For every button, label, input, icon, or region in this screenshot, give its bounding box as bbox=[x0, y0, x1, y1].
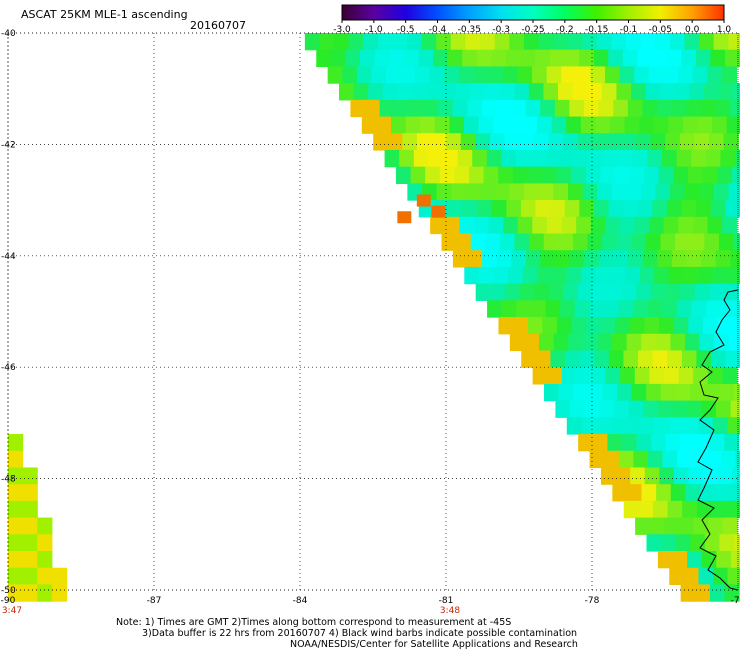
time-label: 3:47 bbox=[2, 606, 22, 615]
lat-tick-label: -46 bbox=[1, 363, 16, 373]
colorbar-label: -0.2 bbox=[556, 25, 574, 35]
colorbar-label: 1.0 bbox=[717, 25, 732, 35]
colorbar-label: 0.0 bbox=[685, 25, 700, 35]
map-date: 20160707 bbox=[190, 19, 246, 32]
swath-map: -90 -87 -84 -81 -78 -75 -40 -42 -44 -46 -48 -50 3:47… bbox=[1, 29, 740, 615]
lon-tick-label: -87 bbox=[147, 596, 162, 606]
colorbar-label: -1.0 bbox=[365, 25, 383, 35]
lat-tick-label: -48 bbox=[1, 475, 16, 485]
colorbar-label: -0.05 bbox=[649, 25, 672, 35]
colorbar-label: -0.4 bbox=[429, 25, 447, 35]
lon-tick-label: -78 bbox=[585, 596, 600, 606]
lon-tick-label: -90 bbox=[1, 596, 16, 606]
lon-tick-label: -81 bbox=[439, 596, 454, 606]
colorbar-label: -0.25 bbox=[521, 25, 544, 35]
map-frame bbox=[7, 32, 739, 591]
lat-tick-label: -42 bbox=[1, 140, 16, 150]
swath-data bbox=[304, 33, 740, 602]
west-swath-strip bbox=[8, 434, 67, 602]
note-line-1: Note: 1) Times are GMT 2)Times along bot… bbox=[116, 617, 512, 628]
colorbar-label: -0.1 bbox=[620, 25, 638, 35]
colorbar-label: -0.35 bbox=[458, 25, 481, 35]
lat-tick-label: -40 bbox=[1, 29, 16, 39]
colorbar-label: -0.15 bbox=[585, 25, 608, 35]
colorbar-label: -0.3 bbox=[492, 25, 510, 35]
time-label: 3:48 bbox=[440, 606, 460, 615]
lat-tick-label: -44 bbox=[1, 252, 16, 262]
coastline bbox=[697, 289, 739, 591]
lon-tick-label: -84 bbox=[293, 596, 308, 606]
lon-tick-label: -75 bbox=[731, 596, 740, 606]
colorbar: -3.0 -1.0 -0.5 -0.4 -0.35 -0.3 -0.25 -0.2 -0.15 -… bbox=[333, 4, 732, 35]
lat-tick-label: -50 bbox=[1, 586, 16, 596]
map-title: ASCAT 25KM MLE-1 ascending bbox=[21, 8, 188, 21]
colorbar-label: -3.0 bbox=[333, 25, 351, 35]
note-line-2: 3)Data buffer is 22 hrs from 20160707 4)… bbox=[142, 628, 578, 639]
credit-line: NOAA/NESDIS/Center for Satellite Applica… bbox=[290, 639, 578, 650]
colorbar-label: -0.5 bbox=[397, 25, 415, 35]
